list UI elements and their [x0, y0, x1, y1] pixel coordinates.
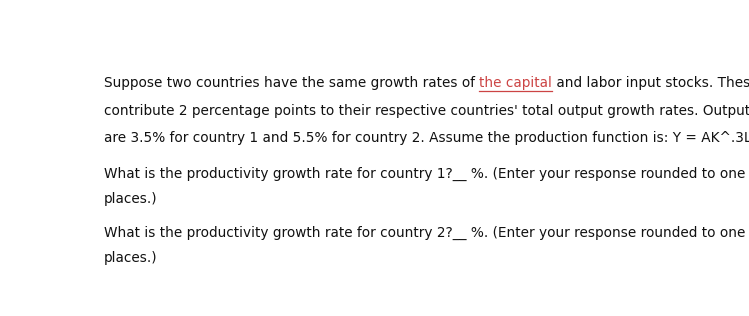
Text: What is the productivity growth rate for country 2?__ %. (Enter your response ro: What is the productivity growth rate for…	[104, 226, 749, 240]
Text: Suppose two countries have the same growth rates of: Suppose two countries have the same grow…	[104, 76, 479, 90]
Text: What is the productivity growth rate for country 1?__ %. (Enter your response ro: What is the productivity growth rate for…	[104, 167, 749, 181]
Text: and labor input stocks. These factors: and labor input stocks. These factors	[552, 76, 749, 90]
Text: contribute 2 percentage points to their respective countries' total output growt: contribute 2 percentage points to their …	[104, 104, 749, 118]
Text: the capital: the capital	[479, 76, 552, 90]
Text: places.): places.)	[104, 192, 158, 206]
Text: places.): places.)	[104, 251, 158, 264]
Text: are 3.5% for country 1 and 5.5% for country 2. Assume the production function is: are 3.5% for country 1 and 5.5% for coun…	[104, 131, 749, 145]
